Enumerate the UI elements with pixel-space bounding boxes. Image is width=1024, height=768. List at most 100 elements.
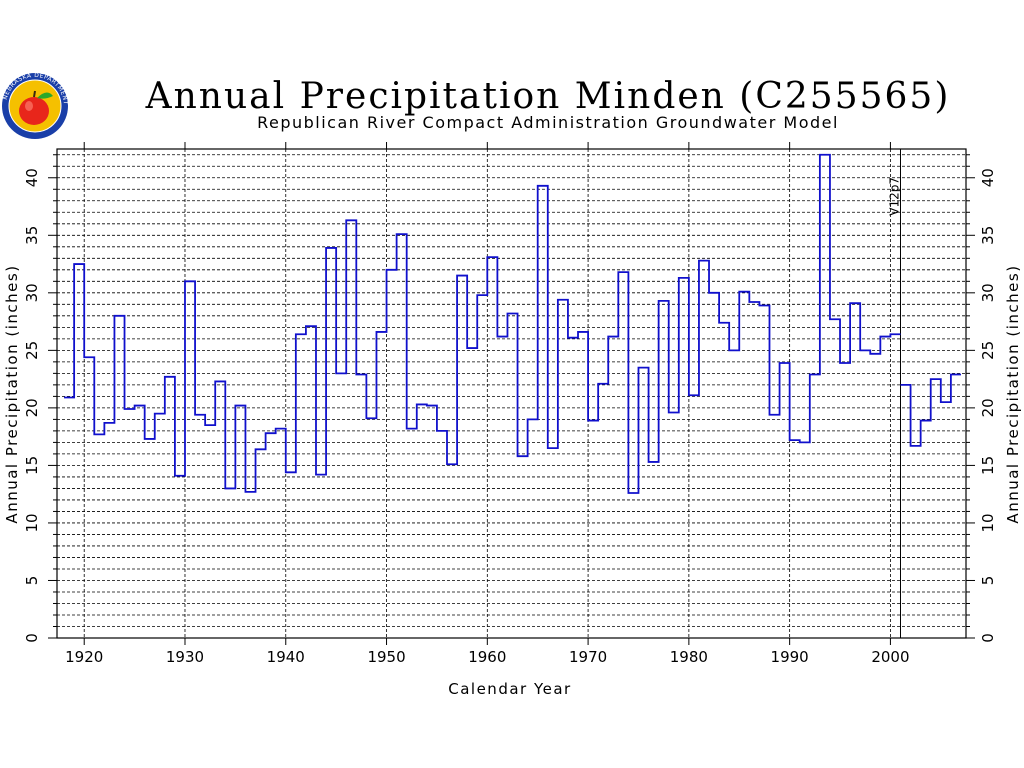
data-point (925, 419, 927, 422)
data-point (249, 491, 252, 493)
data-point (713, 292, 715, 294)
data-point (703, 260, 705, 262)
data-point (270, 432, 272, 434)
data-point (622, 271, 624, 273)
data-point (642, 367, 645, 369)
data-point (884, 335, 886, 338)
data-point (532, 418, 534, 420)
data-point (88, 356, 90, 358)
data-point (259, 448, 262, 450)
data-point (784, 362, 786, 364)
data-point (602, 383, 604, 385)
data-point (663, 300, 665, 302)
data-point (562, 299, 564, 301)
data-point (491, 256, 493, 258)
data-point (511, 312, 514, 315)
y-tick-label-left: 30 (23, 283, 41, 302)
data-point (159, 413, 161, 415)
data-point (794, 439, 796, 441)
y-tick-label-left: 10 (23, 513, 41, 532)
y-tick-label-right: 35 (979, 226, 997, 245)
data-point (149, 438, 151, 440)
vertical-marker: V12p7 (887, 149, 901, 638)
data-point (108, 422, 111, 424)
data-point (189, 280, 191, 282)
data-point (340, 372, 342, 374)
data-point (834, 318, 836, 320)
data-point (521, 455, 524, 457)
data-point (894, 333, 897, 335)
data-point (773, 414, 776, 416)
data-point (854, 302, 856, 304)
data-point (612, 335, 614, 338)
data-point (582, 331, 584, 333)
series-lines (64, 153, 961, 494)
x-tick-label: 2000 (871, 648, 909, 666)
data-point (169, 376, 171, 378)
data-point (874, 353, 876, 355)
data-point (390, 269, 393, 271)
data-point (743, 291, 745, 293)
data-point (380, 331, 383, 333)
data-point (68, 396, 70, 399)
data-point (945, 401, 947, 403)
data-point (501, 335, 504, 338)
y-tick-label-left: 15 (23, 456, 41, 475)
data-point (139, 404, 141, 407)
y-tick-label-left: 20 (23, 398, 41, 417)
data-point (451, 463, 453, 465)
data-point (401, 233, 403, 235)
data-point (219, 380, 221, 383)
data-point (904, 384, 907, 386)
data-point (693, 394, 695, 396)
y-tick-label-left: 5 (23, 576, 41, 586)
data-point (421, 403, 423, 406)
data-point (209, 424, 211, 426)
data-point (753, 301, 755, 303)
x-tick-label: 1930 (166, 648, 204, 666)
data-point (320, 474, 322, 476)
x-tick-label: 1980 (670, 648, 708, 666)
y-tick-label-right: 5 (979, 576, 997, 586)
data-point (824, 154, 826, 156)
chart-subtitle: Republican River Compact Administration … (257, 113, 839, 132)
data-point (118, 315, 121, 317)
x-tick-label: 1990 (771, 648, 809, 666)
data-point (763, 304, 766, 307)
data-point (572, 337, 574, 339)
data-point (471, 347, 473, 349)
version-marker-label: V12p7 (887, 177, 901, 216)
data-point (844, 362, 846, 364)
data-point (723, 322, 725, 324)
data-point (461, 274, 463, 277)
data-point (290, 471, 292, 473)
y-tick-label-left: 0 (23, 633, 41, 643)
axis-ticks: 1920 1930 1940 1950 1960 1970 1980 1990 2000 0 0 5 5… (23, 142, 997, 666)
chart-title: Annual Precipitation Minden (C255565) (145, 76, 951, 117)
data-point (673, 411, 675, 414)
y-tick-label-right: 40 (979, 168, 997, 187)
grid-lines (57, 149, 966, 638)
data-point (411, 427, 413, 430)
data-point (239, 404, 242, 407)
x-axis-label: Calendar Year (448, 680, 571, 698)
data-point (955, 373, 957, 376)
data-point (935, 378, 937, 380)
data-point (78, 263, 80, 265)
plot-frame (56, 148, 967, 639)
x-tick-label: 1960 (468, 648, 506, 666)
data-point (864, 349, 866, 351)
data-point (350, 219, 352, 221)
y-tick-label-right: 30 (979, 283, 997, 302)
data-point (481, 294, 483, 296)
data-point (199, 414, 201, 416)
data-point (542, 185, 544, 187)
x-tick-label: 1920 (65, 648, 103, 666)
data-point (683, 277, 685, 279)
data-point (652, 461, 655, 463)
y-tick-label-right: 20 (979, 398, 997, 417)
data-point (814, 373, 816, 376)
data-point (592, 419, 594, 422)
data-point (98, 433, 100, 435)
